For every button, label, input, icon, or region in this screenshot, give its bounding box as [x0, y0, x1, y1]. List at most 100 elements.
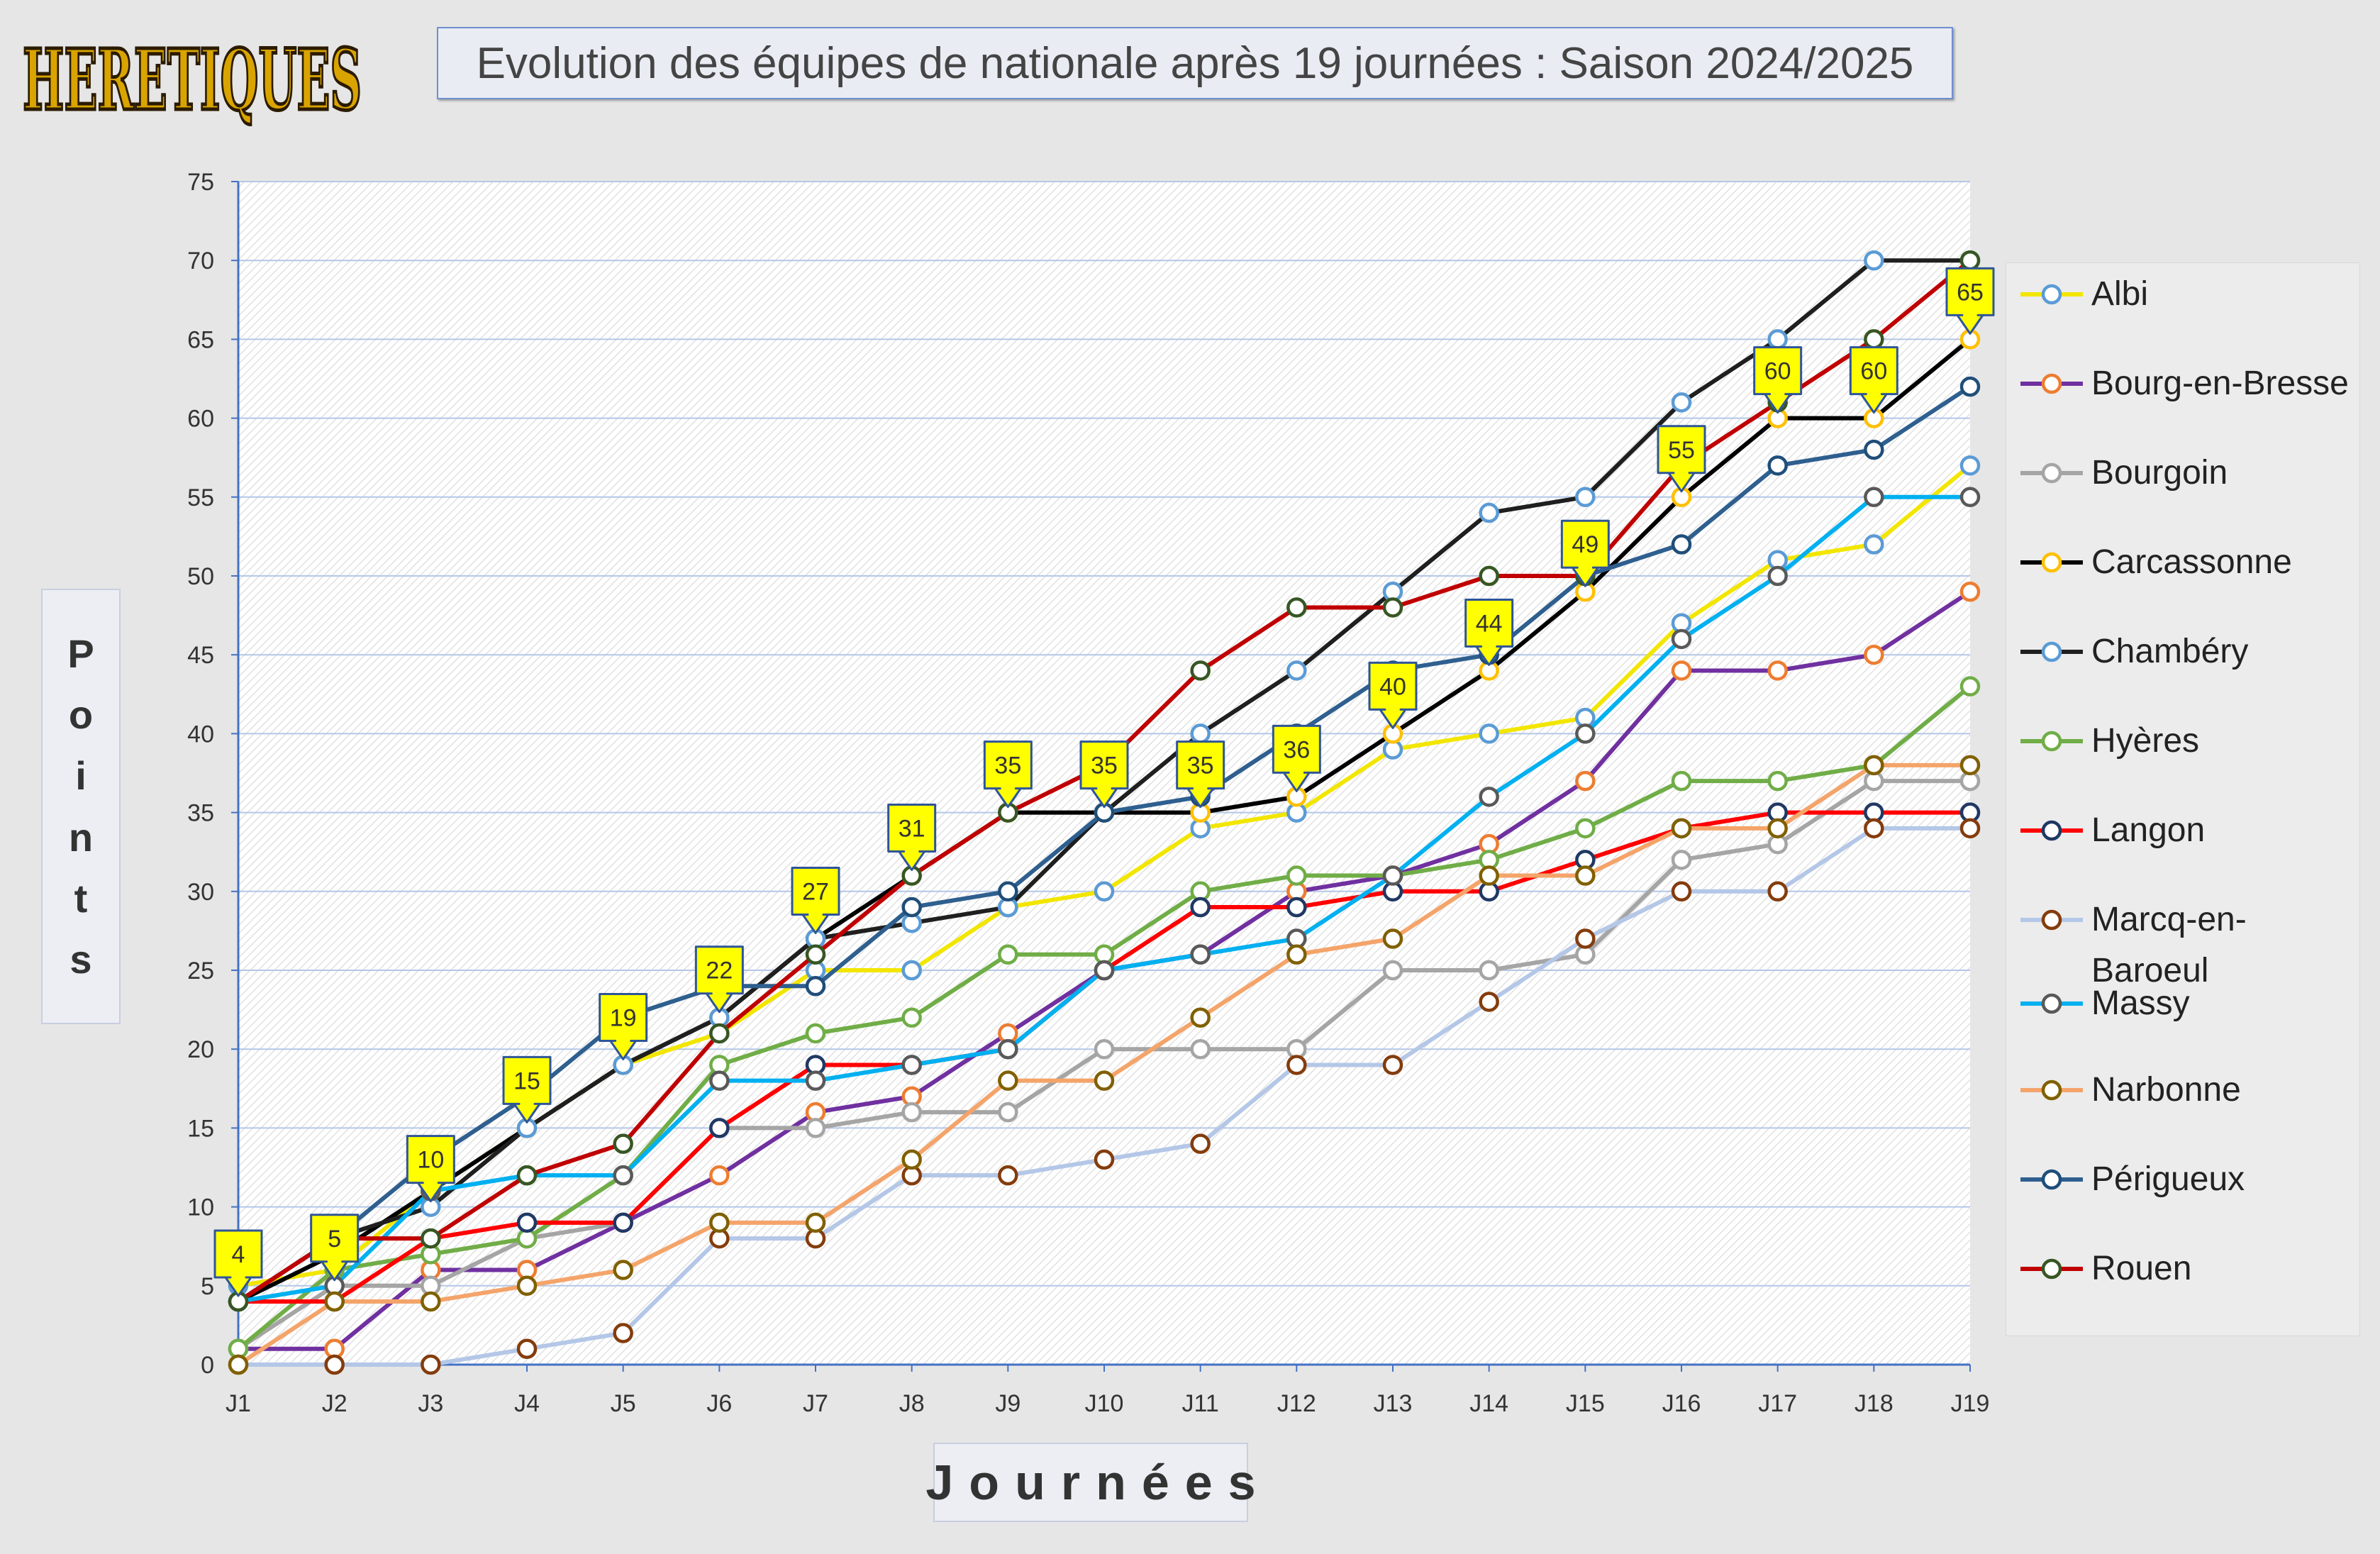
legend-swatch-marker	[2041, 462, 2062, 484]
legend-label: Marcq-en-Baroeul	[2091, 901, 2247, 989]
y-tick-label: 30	[187, 879, 214, 906]
x-tick-label: J18	[1854, 1390, 1894, 1417]
legend-label: Rouen	[2091, 1250, 2192, 1287]
data-point	[1767, 770, 1788, 792]
data-point	[1286, 944, 1307, 965]
data-point	[1671, 850, 1692, 870]
x-tick-label: J6	[706, 1390, 732, 1417]
y-axis-label-letter: s	[69, 936, 92, 982]
legend-item: Massy	[2006, 978, 2359, 1067]
data-point	[1671, 628, 1692, 650]
y-axis-label-letter: o	[68, 692, 94, 738]
y-tick-label: 65	[187, 326, 214, 353]
data-point	[1671, 392, 1692, 413]
callout-label: 15	[513, 1067, 540, 1094]
data-point	[421, 1291, 441, 1312]
data-point	[805, 975, 826, 997]
data-point	[901, 960, 922, 981]
data-point	[1864, 329, 1884, 350]
x-tick-label: J7	[803, 1390, 828, 1417]
data-point	[1767, 455, 1788, 476]
data-point	[516, 1275, 538, 1297]
data-point	[805, 1118, 826, 1138]
y-tick-label: 20	[187, 1036, 214, 1063]
legend-swatch	[2020, 641, 2083, 662]
callout-label: 4	[232, 1241, 245, 1268]
legend-swatch	[2020, 1080, 2083, 1101]
data-point	[1094, 1149, 1115, 1170]
x-tick-label: J16	[1662, 1390, 1701, 1417]
callout-box	[1272, 724, 1321, 792]
data-point	[1286, 1055, 1307, 1075]
data-point	[901, 897, 922, 918]
callout-box	[1176, 740, 1225, 809]
data-point	[1959, 487, 1981, 508]
data-point	[613, 1133, 633, 1154]
data-point	[1094, 1038, 1115, 1060]
callout-label: 31	[899, 816, 925, 843]
data-point	[1479, 723, 1499, 744]
data-point	[1382, 928, 1403, 949]
legend-item: Bourg-en-Bresse	[2006, 358, 2359, 448]
y-tick-label: 35	[187, 800, 214, 827]
x-tick-label: J9	[995, 1390, 1021, 1417]
callout-label: 60	[1860, 358, 1887, 385]
logo-wordmark: HERETIQUES	[23, 30, 362, 128]
legend-swatch	[2020, 1258, 2083, 1280]
data-point	[1190, 944, 1211, 965]
data-point	[901, 1101, 922, 1123]
callout-box	[791, 867, 840, 935]
data-point	[1864, 644, 1884, 665]
data-point	[1286, 660, 1307, 681]
x-tick-label: J19	[1951, 1390, 1990, 1417]
legend-swatch-marker	[2041, 641, 2062, 662]
data-point	[901, 1055, 922, 1075]
data-point	[613, 1260, 633, 1280]
data-point	[1190, 1007, 1211, 1028]
data-point	[1864, 818, 1884, 839]
data-point	[613, 1323, 633, 1343]
data-point	[805, 944, 826, 965]
y-tick-label: 45	[187, 642, 214, 669]
data-point	[1382, 597, 1403, 618]
data-point	[1767, 881, 1788, 902]
legend-item: Narbonne	[2006, 1065, 2359, 1154]
y-tick-label: 15	[187, 1115, 214, 1142]
callout-label: 22	[706, 958, 733, 984]
legend-item: Périgueux	[2006, 1154, 2359, 1243]
callout-box	[1753, 346, 1803, 414]
callout-label: 44	[1476, 610, 1503, 637]
data-point	[1671, 660, 1692, 681]
legend-swatch	[2020, 552, 2083, 573]
data-point	[1959, 581, 1981, 602]
legend-item: Langon	[2006, 805, 2359, 894]
data-point	[805, 1212, 826, 1233]
data-point	[1094, 881, 1115, 902]
data-point	[1864, 439, 1884, 460]
data-point	[998, 944, 1018, 965]
data-point	[1382, 865, 1403, 886]
data-point	[1479, 960, 1499, 981]
data-point	[1190, 1038, 1211, 1060]
legend-item: Albi	[2006, 269, 2359, 358]
x-axis-label: Journées	[925, 1443, 1256, 1522]
data-point	[1767, 329, 1788, 350]
data-point	[1286, 597, 1307, 618]
callout-label: 55	[1668, 437, 1695, 464]
legend-item: Rouen	[2006, 1243, 2359, 1333]
legend-swatch-marker	[2041, 1080, 2062, 1101]
x-tick-label: J14	[1469, 1390, 1508, 1417]
legend-swatch-marker	[2041, 993, 2062, 1014]
data-point	[1575, 928, 1596, 949]
data-point	[709, 1118, 730, 1138]
data-point	[1575, 770, 1596, 792]
callout-box	[1560, 519, 1610, 587]
callout-label: 60	[1764, 358, 1791, 385]
legend-label: Hyères	[2091, 722, 2200, 760]
callout-label: 40	[1379, 673, 1406, 700]
data-point	[613, 1212, 633, 1233]
data-point	[1864, 250, 1884, 271]
